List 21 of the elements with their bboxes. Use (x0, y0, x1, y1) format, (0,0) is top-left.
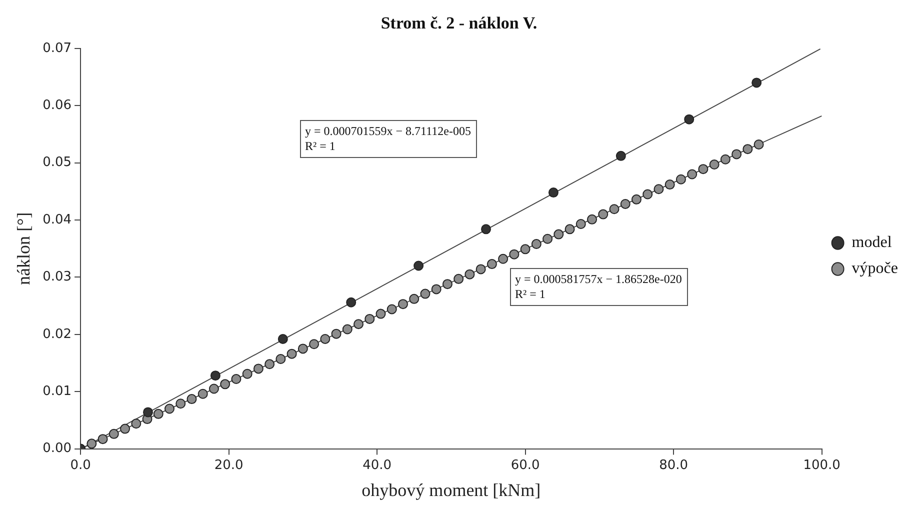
x-tick-label: 60.0 (510, 458, 540, 473)
y-tick-label: 0.01 (42, 384, 72, 399)
y-axis-title: náklon [°] (14, 212, 34, 285)
y-tick-label: 0.06 (42, 98, 72, 113)
x-tick-label: 0.0 (70, 458, 91, 473)
legend-label: výpoče (852, 260, 898, 278)
legend-label: model (852, 234, 892, 252)
y-tick-label: 0.02 (42, 326, 72, 342)
y-tick-label: 0.07 (42, 40, 72, 56)
x-tick-label: 80.0 (659, 458, 688, 473)
y-tick-label: 0.05 (42, 155, 72, 170)
y-tick-label: 0.04 (42, 212, 72, 228)
x-tick-label: 20.0 (214, 458, 244, 473)
x-tick-label: 100.0 (803, 458, 840, 473)
annotation: y = 0.000701559x − 8.71112e-005 R² = 1 (300, 120, 477, 158)
y-tick-label: 0.03 (42, 270, 72, 285)
y-tick-label: 0.00 (42, 441, 72, 456)
chart-title: Strom č. 2 - náklon V. (380, 14, 538, 33)
x-tick-label: 40.0 (362, 458, 392, 473)
annotation: y = 0.000581757x − 1.86528e-020 R² = 1 (510, 268, 688, 306)
x-axis-title: ohybový moment [kNm] (362, 480, 541, 500)
